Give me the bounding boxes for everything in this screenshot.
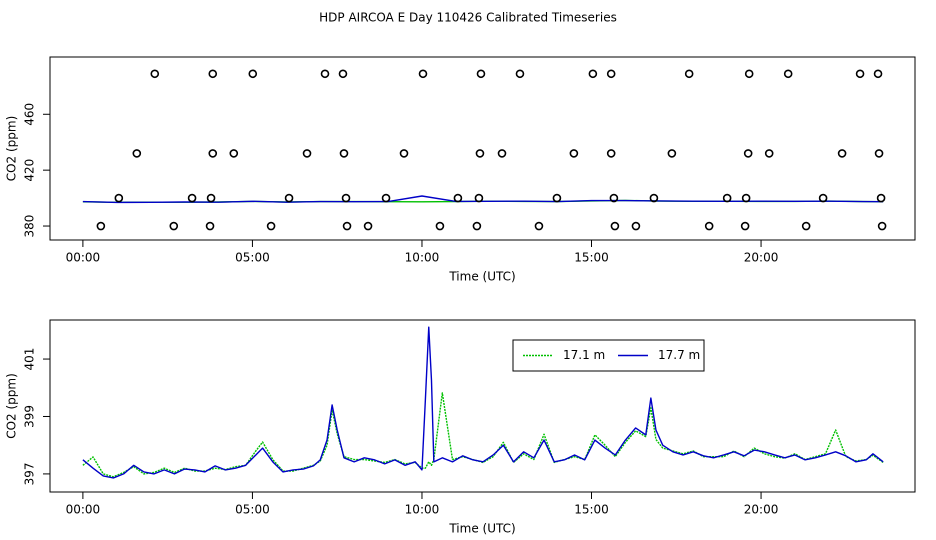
plot-area — [82, 195, 884, 204]
x-axis-label: Time (UTC) — [448, 270, 515, 284]
point — [363, 221, 373, 231]
series-line — [82, 326, 884, 479]
x-tick-label: 05:00 — [235, 251, 270, 265]
point — [588, 69, 598, 79]
point — [783, 69, 793, 79]
y-axis-label: CO2 (ppm) — [5, 373, 19, 439]
chart-title: HDP AIRCOA E Day 110426 Calibrated Times… — [319, 11, 617, 25]
point — [801, 221, 811, 231]
point — [610, 221, 620, 231]
point — [187, 193, 197, 203]
x-axis-label: Time (UTC) — [448, 522, 515, 536]
x-tick-label: 10:00 — [405, 251, 440, 265]
point — [740, 221, 750, 231]
legend-label: 17.7 m — [658, 348, 700, 362]
point — [475, 149, 485, 158]
point — [399, 149, 409, 158]
x-tick-label: 15:00 — [574, 503, 609, 517]
point — [229, 149, 239, 158]
x-tick-label: 20:00 — [744, 503, 779, 517]
point — [818, 193, 828, 203]
point — [631, 221, 641, 231]
point — [150, 69, 160, 79]
point — [855, 69, 865, 79]
point — [744, 69, 754, 79]
point — [606, 149, 616, 158]
x-tick-label: 00:00 — [66, 251, 101, 265]
point — [569, 149, 579, 158]
point — [606, 69, 616, 79]
point — [302, 149, 312, 158]
point — [552, 193, 562, 203]
point — [206, 193, 216, 203]
y-tick-label: 399 — [23, 405, 37, 428]
y-tick-label: 420 — [23, 159, 37, 182]
legend-label: 17.1 m — [563, 348, 605, 362]
point — [339, 149, 349, 158]
y-axis-label: CO2 (ppm) — [5, 116, 19, 182]
y-tick-label: 397 — [23, 462, 37, 485]
point — [534, 221, 544, 231]
point — [208, 69, 218, 79]
point — [96, 221, 106, 231]
point — [266, 221, 276, 231]
point — [132, 149, 142, 158]
plot-area — [82, 326, 884, 479]
point — [667, 149, 677, 158]
point — [284, 193, 294, 203]
x-tick-label: 00:00 — [66, 503, 101, 517]
point — [497, 149, 507, 158]
point — [649, 193, 659, 203]
point — [873, 69, 883, 79]
point — [205, 221, 215, 231]
point — [877, 221, 887, 231]
point — [208, 149, 218, 158]
x-tick-label: 15:00 — [574, 251, 609, 265]
point — [169, 221, 179, 231]
x-tick-label: 20:00 — [744, 251, 779, 265]
point — [515, 69, 525, 79]
plot-frame — [49, 56, 916, 241]
point — [320, 69, 330, 79]
y-tick-label: 380 — [23, 215, 37, 238]
point — [338, 69, 348, 79]
point — [472, 221, 482, 231]
point — [743, 149, 753, 158]
point — [435, 221, 445, 231]
point — [381, 193, 391, 203]
plot-frame — [49, 319, 916, 493]
point — [474, 193, 484, 203]
point — [764, 149, 774, 158]
series-line — [82, 195, 884, 204]
point — [609, 193, 619, 203]
point — [837, 149, 847, 158]
point — [341, 193, 351, 203]
x-tick-label: 05:00 — [235, 503, 270, 517]
point — [342, 221, 352, 231]
point — [722, 193, 732, 203]
point — [248, 69, 258, 79]
point — [874, 149, 884, 158]
y-tick-label: 401 — [23, 348, 37, 371]
point — [476, 69, 486, 79]
point — [418, 69, 428, 79]
point — [453, 193, 463, 203]
x-tick-label: 10:00 — [405, 503, 440, 517]
point — [741, 193, 751, 203]
point — [704, 221, 714, 231]
point — [684, 69, 694, 79]
y-tick-label: 460 — [23, 103, 37, 126]
point — [114, 193, 124, 203]
point — [876, 193, 886, 203]
